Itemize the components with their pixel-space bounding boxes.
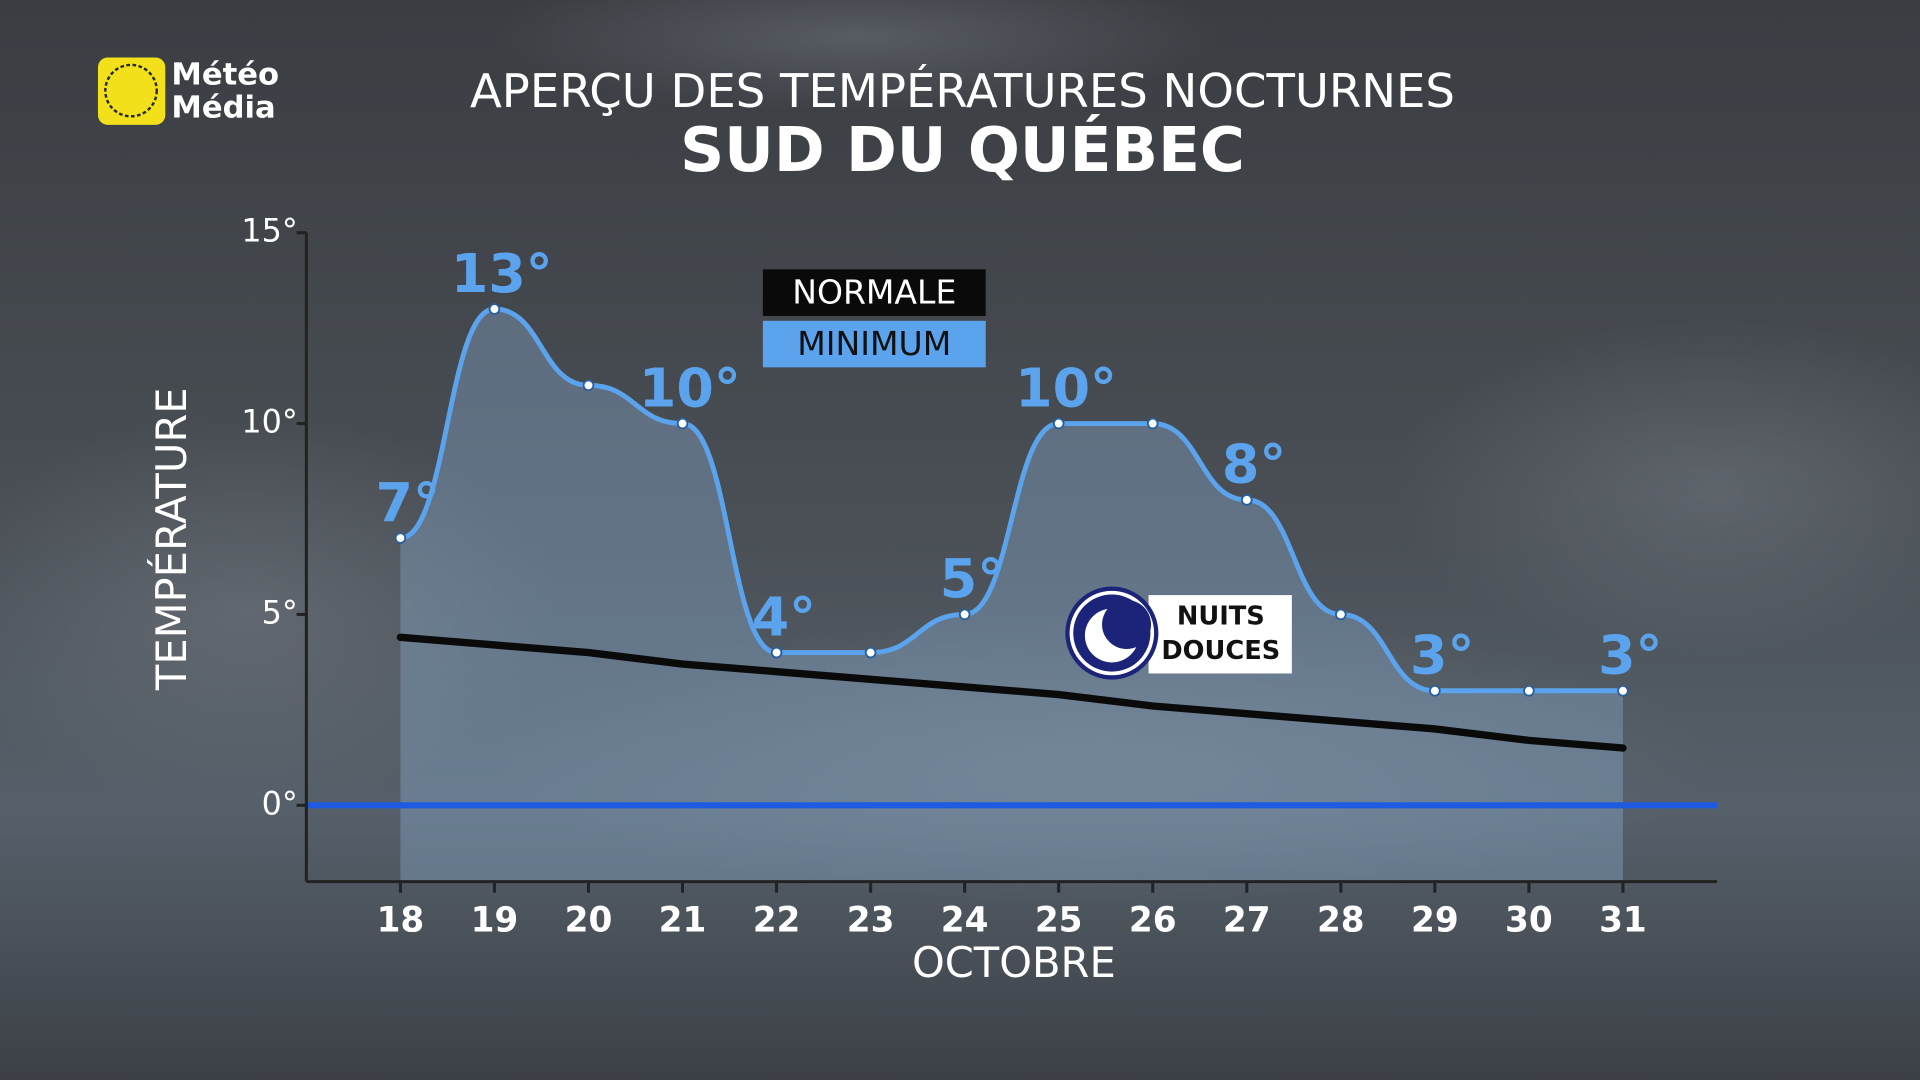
logo-globe [104, 63, 158, 118]
data-point [958, 608, 971, 621]
y-tick-label: 5° [262, 593, 298, 631]
logo-text: Météo [171, 57, 279, 92]
data-point [770, 646, 783, 659]
logo-icon [97, 57, 166, 125]
x-axis-label: OCTOBRE [912, 938, 1116, 987]
data-point [582, 379, 595, 392]
data-point [1052, 417, 1065, 430]
cloud [489, 0, 1225, 111]
cloud [1396, 318, 1920, 662]
data-label: 10° [1015, 356, 1117, 419]
x-tick-label: 26 [1129, 901, 1177, 941]
data-label: 7° [376, 471, 440, 534]
y-tick-label: 0° [262, 784, 298, 822]
minimum-line [399, 306, 1623, 694]
data-label: 13° [451, 242, 553, 305]
x-tick-label: 20 [565, 901, 613, 941]
plot: 0° 5° 10° 15° 18 19 20 21 22 23 24 25 26 27 28 29 30 31 7°… [241, 212, 1717, 941]
x-tick-label: 27 [1223, 901, 1271, 941]
normal-line [396, 633, 1627, 752]
data-label: 4° [752, 585, 816, 648]
legend-swatch [762, 269, 986, 316]
x-tick-label: 19 [471, 901, 519, 941]
x-tick-label: 22 [753, 901, 801, 941]
legend-label: MINIMUM [797, 324, 951, 363]
x-tick-label: 24 [941, 901, 989, 941]
annotation: NUITS DOUCES [1065, 586, 1292, 680]
data-label: 5° [940, 547, 1004, 610]
data-point [1146, 417, 1159, 430]
data-point [1240, 494, 1253, 506]
x-tick-label: 29 [1411, 901, 1459, 941]
annotation-text: DOUCES [1161, 636, 1280, 666]
data-point [394, 532, 407, 544]
moon-shadow [1102, 600, 1152, 649]
x-tick-label: 31 [1599, 901, 1647, 941]
legend-label: NORMALE [792, 272, 956, 311]
data-point [488, 303, 501, 315]
y-axis-label: TEMPÉRATURE [147, 387, 196, 691]
annotation-text: NUITS [1177, 602, 1265, 632]
legend-swatch [762, 320, 986, 368]
x-tick-label: 25 [1035, 901, 1083, 941]
x-tick-label: 28 [1317, 901, 1365, 941]
data-point [1335, 608, 1347, 621]
x-tick-label: 23 [847, 901, 895, 941]
y-tick-label: 15° [241, 212, 297, 250]
data-point [1617, 684, 1629, 697]
cloud [489, 612, 1715, 907]
moon-ring [1069, 590, 1155, 676]
annotation-box [1148, 595, 1292, 674]
data-point [1523, 684, 1535, 697]
data-label: 3° [1410, 624, 1474, 687]
y-tick-label: 10° [241, 403, 297, 441]
data-point [676, 417, 689, 430]
data-label: 10° [639, 356, 741, 419]
logo-text: Média [171, 90, 275, 125]
chart-subtitle: SUD DU QUÉBEC [680, 114, 1245, 186]
logo: Météo Média [97, 57, 279, 125]
data-point [864, 646, 877, 659]
x-tick-label: 18 [377, 901, 425, 941]
data-point [1429, 684, 1441, 697]
data-label: 3° [1598, 624, 1662, 687]
x-tick-label: 30 [1505, 901, 1553, 941]
chart-title: APERÇU DES TEMPÉRATURES NOCTURNES [470, 64, 1455, 118]
data-label: 8° [1222, 433, 1286, 496]
x-tick-label: 21 [659, 901, 707, 941]
